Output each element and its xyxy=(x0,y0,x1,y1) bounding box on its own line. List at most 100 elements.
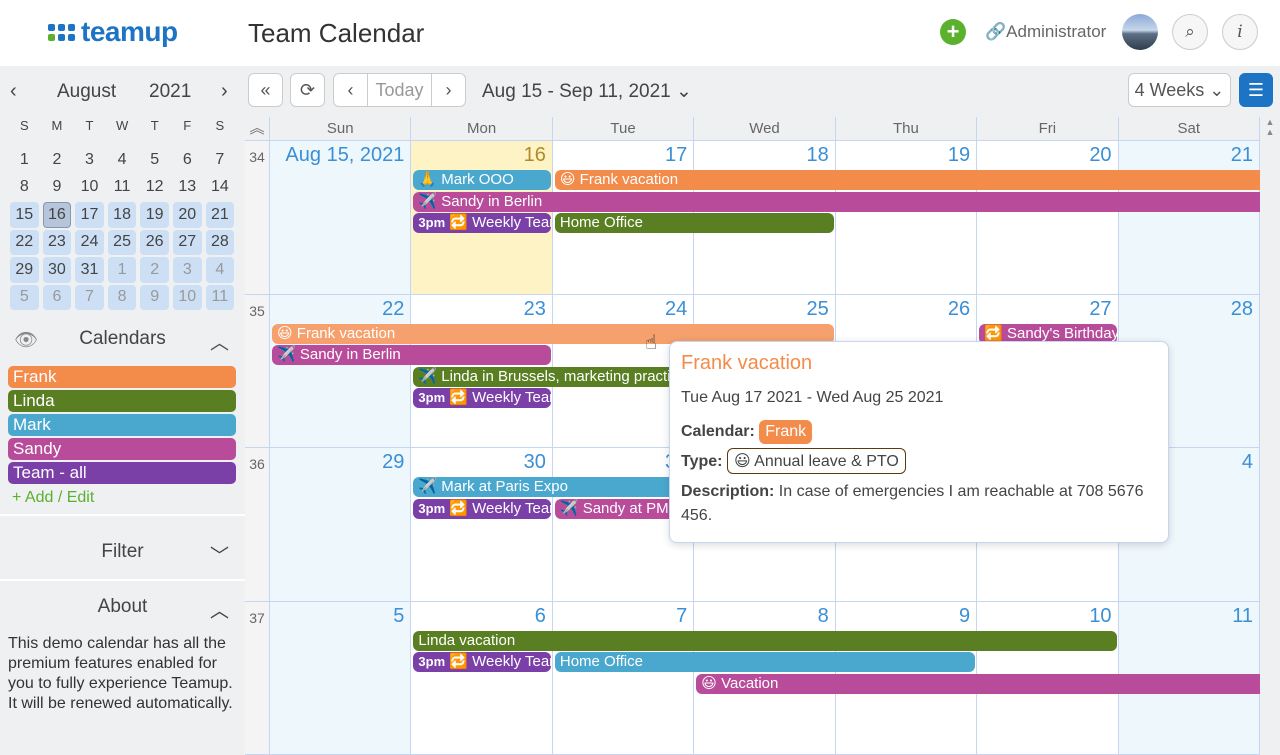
week-number[interactable]: 35 xyxy=(245,295,270,449)
event-bar[interactable]: ✈️ Sandy in Berlin xyxy=(413,192,1262,212)
mini-day[interactable]: 3 xyxy=(173,257,202,283)
mini-day[interactable]: 17 xyxy=(75,202,104,228)
day-number[interactable]: 30 xyxy=(524,451,546,474)
menu-button[interactable]: ☰ xyxy=(1239,73,1273,107)
event-bar[interactable]: 3pm 🔁 Weekly Team xyxy=(413,652,550,672)
mini-day[interactable]: 4 xyxy=(206,257,235,283)
day-cell[interactable]: 21 xyxy=(1119,141,1260,295)
date-range-picker[interactable]: Aug 15 - Sep 11, 2021 ⌄ xyxy=(482,80,692,103)
day-number[interactable]: 4 xyxy=(1242,451,1253,474)
day-number[interactable]: 29 xyxy=(382,451,404,474)
calendar-item-team-all[interactable]: Team - all xyxy=(8,462,236,484)
day-number[interactable]: 7 xyxy=(676,605,687,628)
day-number[interactable]: 25 xyxy=(806,298,828,321)
mini-day[interactable]: 5 xyxy=(140,147,169,173)
calendar-item-linda[interactable]: Linda xyxy=(8,390,236,412)
mini-day[interactable]: 4 xyxy=(108,147,137,173)
calendar-item-frank[interactable]: Frank xyxy=(8,366,236,388)
mini-day[interactable]: 2 xyxy=(140,257,169,283)
mini-day[interactable]: 5 xyxy=(10,285,39,311)
day-number[interactable]: 8 xyxy=(818,605,829,628)
today-button[interactable]: Today xyxy=(367,73,432,107)
mini-day[interactable]: 12 xyxy=(140,175,169,201)
mini-day[interactable]: 21 xyxy=(206,202,235,228)
mini-day[interactable]: 8 xyxy=(10,175,39,201)
mini-day[interactable]: 8 xyxy=(108,285,137,311)
collapse-sidebar-button[interactable]: « xyxy=(248,73,283,107)
day-number[interactable]: 27 xyxy=(1089,298,1111,321)
event-bar[interactable]: 3pm 🔁 Weekly Team xyxy=(413,499,550,519)
day-cell[interactable]: Aug 15, 2021 xyxy=(270,141,411,295)
day-number[interactable]: Aug 15, 2021 xyxy=(285,144,404,167)
event-bar[interactable]: 🙏 Mark OOO xyxy=(413,170,550,190)
day-number[interactable]: 11 xyxy=(1232,605,1253,628)
refresh-button[interactable]: ⟳ xyxy=(290,73,325,107)
mini-day[interactable]: 22 xyxy=(10,230,39,256)
avatar[interactable] xyxy=(1122,14,1158,50)
mini-day[interactable]: 13 xyxy=(173,175,202,201)
event-bar[interactable]: ✈️ Sandy in Berlin xyxy=(272,345,551,365)
mini-day[interactable]: 28 xyxy=(206,230,235,256)
prev-month-icon[interactable]: ‹ xyxy=(10,80,17,103)
mini-day[interactable]: 20 xyxy=(173,202,202,228)
mini-day[interactable]: 9 xyxy=(43,175,72,201)
event-bar[interactable]: 3pm 🔁 Weekly Team xyxy=(413,213,550,233)
next-month-icon[interactable]: › xyxy=(221,80,228,103)
week-number[interactable]: 36 xyxy=(245,448,270,602)
mini-day[interactable]: 27 xyxy=(173,230,202,256)
mini-day[interactable]: 19 xyxy=(140,202,169,228)
mini-day[interactable]: 11 xyxy=(108,175,137,201)
mini-day[interactable]: 15 xyxy=(10,202,39,228)
day-number[interactable]: 22 xyxy=(382,298,404,321)
mini-day[interactable]: 16 xyxy=(43,202,72,228)
mini-day[interactable]: 29 xyxy=(10,257,39,283)
calendar-item-sandy[interactable]: Sandy xyxy=(8,438,236,460)
event-bar[interactable]: Home Office xyxy=(555,652,975,672)
mini-year[interactable]: 2021 xyxy=(149,81,191,103)
day-number[interactable]: 21 xyxy=(1231,144,1253,167)
day-number[interactable]: 10 xyxy=(1089,605,1111,628)
logo[interactable]: teamup xyxy=(48,16,178,48)
calendars-section[interactable]: 👁 Calendars ︿ xyxy=(0,328,245,358)
event-bar[interactable]: Home Office xyxy=(555,213,834,233)
day-number[interactable]: 26 xyxy=(948,298,970,321)
day-number[interactable]: 20 xyxy=(1089,144,1111,167)
day-cell[interactable]: 6 xyxy=(411,602,552,755)
week-number[interactable]: 34 xyxy=(245,141,270,295)
day-cell[interactable]: 29 xyxy=(270,448,411,602)
mini-day[interactable]: 1 xyxy=(10,147,39,173)
add-event-button[interactable]: + xyxy=(940,19,966,45)
day-number[interactable]: 16 xyxy=(524,144,546,167)
day-cell[interactable]: 19 xyxy=(836,141,977,295)
day-number[interactable]: 9 xyxy=(959,605,970,628)
day-number[interactable]: 28 xyxy=(1231,298,1253,321)
day-number[interactable]: 23 xyxy=(524,298,546,321)
day-cell[interactable]: 5 xyxy=(270,602,411,755)
mini-day[interactable]: 7 xyxy=(75,285,104,311)
mini-day[interactable]: 2 xyxy=(43,147,72,173)
mini-day[interactable]: 24 xyxy=(75,230,104,256)
mini-day[interactable]: 26 xyxy=(140,230,169,256)
mini-day[interactable]: 25 xyxy=(108,230,137,256)
view-select[interactable]: 4 Weeks ⌄ xyxy=(1128,73,1231,107)
mini-day[interactable]: 30 xyxy=(43,257,72,283)
mini-month[interactable]: August xyxy=(57,81,116,103)
mini-day[interactable]: 7 xyxy=(206,147,235,173)
event-bar[interactable]: Linda vacation xyxy=(413,631,1116,651)
day-number[interactable]: 6 xyxy=(535,605,546,628)
mini-day[interactable]: 31 xyxy=(75,257,104,283)
event-bar[interactable]: 3pm 🔁 Weekly Team xyxy=(413,388,550,408)
calendar-item-mark[interactable]: Mark xyxy=(8,414,236,436)
event-bar[interactable]: 😃 Vacation xyxy=(696,674,1262,694)
mini-day[interactable]: 14 xyxy=(206,175,235,201)
mini-day[interactable]: 1 xyxy=(108,257,137,283)
info-button[interactable]: i xyxy=(1222,14,1258,50)
day-number[interactable]: 18 xyxy=(806,144,828,167)
mini-day[interactable]: 6 xyxy=(43,285,72,311)
mini-day[interactable]: 11 xyxy=(206,285,235,311)
mini-day[interactable]: 10 xyxy=(173,285,202,311)
search-button[interactable]: ⌕ xyxy=(1172,14,1208,50)
next-button[interactable]: › xyxy=(431,73,466,107)
mini-day[interactable]: 6 xyxy=(173,147,202,173)
day-cell[interactable]: 22 xyxy=(270,295,411,449)
